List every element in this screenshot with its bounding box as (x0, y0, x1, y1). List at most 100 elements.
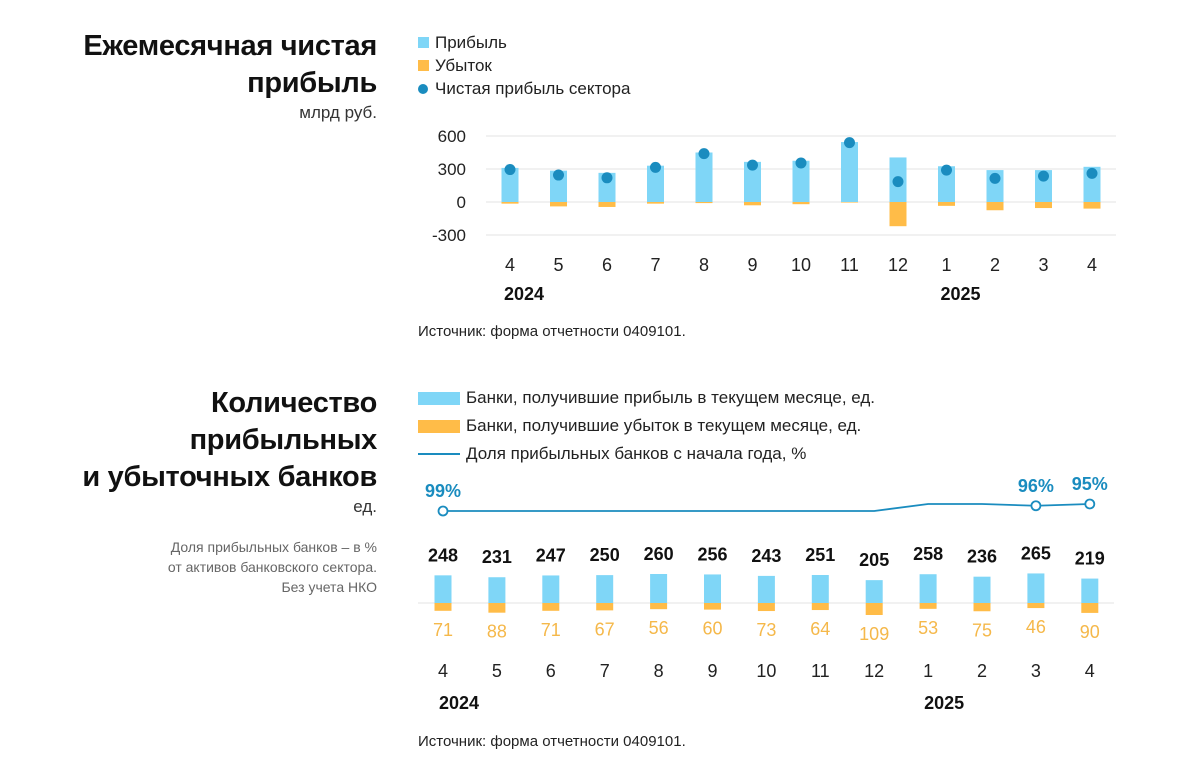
profit-banks-bar (811, 575, 829, 603)
x-tick-label: 2 (990, 255, 1000, 275)
x-tick-label: 11 (840, 255, 859, 275)
loss-banks-value: 67 (595, 619, 615, 639)
loss-banks-value: 88 (487, 622, 507, 642)
loss-banks-bar (1027, 603, 1045, 609)
share-marker (1030, 500, 1042, 512)
x-tick-label: 2 (977, 661, 987, 681)
profit-banks-bar (1027, 573, 1045, 603)
profit-banks-value: 236 (967, 547, 997, 567)
profit-bar (938, 166, 955, 202)
x-tick-label: 7 (650, 255, 660, 275)
year-label: 2024 (504, 284, 544, 304)
x-tick-label: 1 (923, 661, 933, 681)
loss-banks-bar (919, 603, 937, 609)
x-tick-label: 3 (1031, 661, 1041, 681)
loss-banks-value: 71 (433, 620, 453, 640)
legend-label: Чистая прибыль сектора (435, 78, 631, 98)
profit-banks-value: 260 (644, 544, 674, 564)
share-line-swatch (418, 453, 460, 455)
loss-bar (986, 202, 1004, 211)
profit-banks-value: 231 (482, 547, 512, 567)
chart2-unit: ед. (353, 497, 377, 516)
loss-banks-bar (1081, 603, 1099, 613)
loss-banks-value: 64 (810, 619, 830, 639)
profit-banks-value: 250 (590, 545, 620, 565)
x-tick-label: 11 (811, 661, 830, 681)
profit-bar (841, 142, 858, 202)
loss-banks-bar (865, 603, 883, 615)
share-marker (437, 505, 449, 517)
net-profit-point (504, 164, 516, 176)
share-marker (1084, 498, 1096, 510)
legend-item-net: Чистая прибыль сектора (418, 77, 630, 100)
loss-banks-value: 53 (918, 618, 938, 638)
profit-banks-value: 256 (697, 544, 727, 564)
profit-bar (792, 160, 810, 202)
y-tick-label: -300 (432, 226, 466, 245)
chart2-title-line: и убыточных банков (82, 461, 377, 493)
loss-bar (501, 202, 519, 204)
profit-banks-value: 251 (805, 545, 835, 565)
net-profit-point (941, 164, 952, 176)
net-profit-point (698, 148, 710, 160)
x-tick-label: 3 (1038, 255, 1048, 275)
loss-banks-value: 90 (1080, 622, 1100, 642)
profit-bar (744, 161, 761, 202)
profit-bar (695, 152, 713, 202)
legend-item-profit: Прибыль (418, 31, 630, 54)
chart2-note: Доля прибыльных банков – в % от активов … (168, 537, 377, 597)
profit-banks-value: 247 (536, 545, 566, 565)
x-tick-label: 4 (1085, 661, 1095, 681)
loss-banks-value: 46 (1026, 617, 1046, 637)
loss-bar (695, 202, 713, 204)
loss-banks-value: 73 (756, 620, 776, 640)
loss-banks-bar (973, 603, 991, 612)
profit-banks-bar (488, 577, 506, 603)
x-tick-label: 6 (602, 255, 612, 275)
share-line (443, 503, 1090, 512)
profit-banks-bar (973, 576, 991, 603)
legend-label: Прибыль (435, 32, 507, 52)
y-tick-label: 0 (457, 193, 466, 212)
chart1-title-line: Ежемесячная чистая (83, 30, 377, 62)
loss-banks-value: 56 (649, 618, 669, 638)
chart1-title-line: прибыль (247, 67, 377, 99)
profit-banks-value: 248 (428, 545, 458, 565)
net-profit-point (892, 176, 904, 188)
loss-banks-value: 109 (859, 624, 889, 644)
loss-bar (841, 202, 858, 203)
net-profit-point (1086, 167, 1098, 179)
legend-label: Банки, получившие убыток в текущем месяц… (466, 416, 862, 435)
y-tick-label: 300 (438, 160, 466, 179)
x-tick-label: 10 (791, 255, 811, 275)
x-tick-label: 12 (864, 661, 884, 681)
year-label: 2024 (439, 693, 479, 713)
net-profit-point (989, 172, 1001, 184)
x-tick-label: 5 (492, 661, 502, 681)
loss-banks-value: 71 (541, 620, 561, 640)
loss-banks-value: 75 (972, 620, 992, 640)
loss-bar (1035, 202, 1052, 209)
loss-banks-bar (757, 603, 775, 612)
legend-item-share: Доля прибыльных банков с начала года, % (418, 440, 875, 468)
chart2-source: Источник: форма отчетности 0409101. (418, 733, 686, 750)
profit-banks-bar (919, 574, 937, 603)
profit-bar (501, 167, 519, 202)
y-tick-label: 600 (438, 127, 466, 146)
x-tick-label: 8 (654, 661, 664, 681)
x-tick-label: 4 (438, 661, 448, 681)
net-swatch (418, 83, 428, 94)
profit-banks-bar (596, 575, 614, 603)
net-profit-point (844, 137, 855, 149)
loss-swatch (418, 60, 429, 71)
net-profit-point (747, 159, 758, 171)
loss-bar (1083, 202, 1101, 209)
x-tick-label: 9 (747, 255, 757, 275)
profit-swatch (418, 37, 429, 48)
x-tick-label: 1 (941, 255, 951, 275)
x-tick-label: 5 (553, 255, 563, 275)
x-tick-label: 7 (600, 661, 610, 681)
x-tick-label: 4 (1087, 255, 1097, 275)
